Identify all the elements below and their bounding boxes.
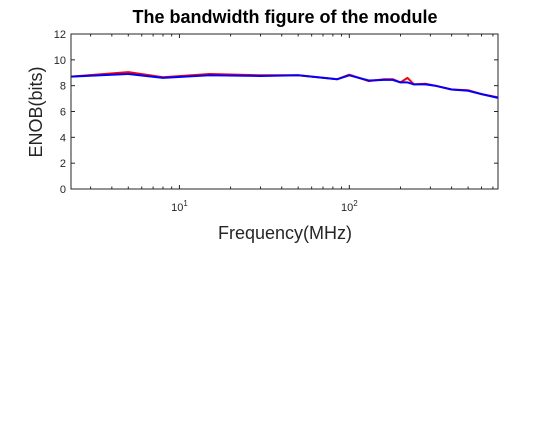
x-axis-label: Frequency(MHz) [218, 223, 352, 243]
y-tick-label: 0 [60, 184, 66, 196]
x-tick-label: 101 [171, 199, 188, 214]
y-tick-label: 6 [60, 107, 66, 119]
axes-frame [70, 33, 499, 190]
y-tick-label: 12 [54, 29, 66, 41]
y-tick-label: 4 [60, 132, 66, 144]
plot-area [71, 34, 498, 189]
y-axis-label: ENOB(bits) [26, 66, 46, 157]
x-tick-label: 102 [341, 199, 358, 214]
series-line-2 [70, 73, 499, 99]
y-tick-label: 8 [60, 81, 66, 93]
chart-title: The bandwidth figure of the module [133, 7, 438, 27]
y-tick-label: 2 [60, 158, 66, 170]
y-tick-label: 10 [54, 55, 66, 67]
